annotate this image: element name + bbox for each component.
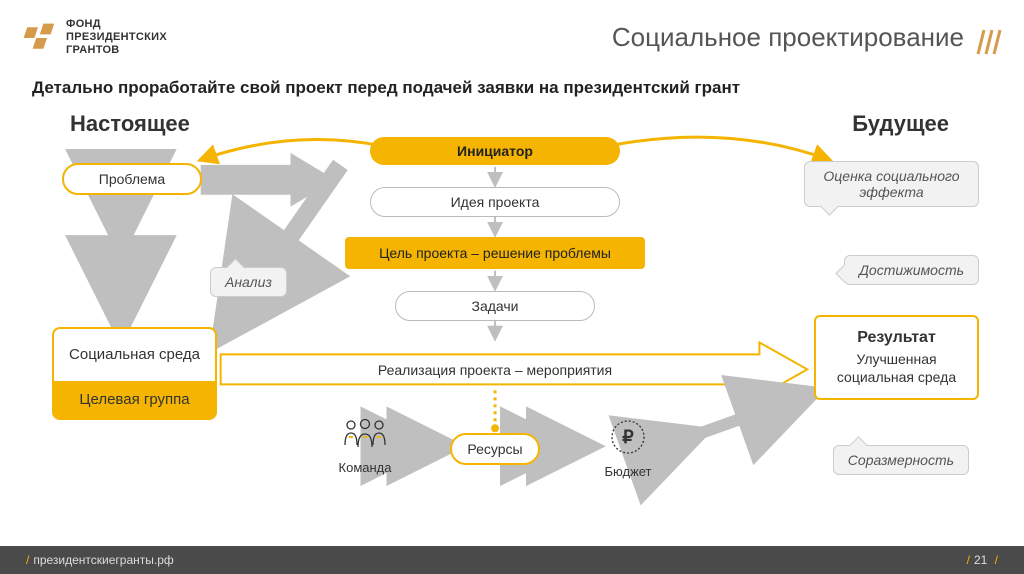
subtitle: Детально проработайте свой проект перед … <box>32 78 740 98</box>
page-title: Социальное проектирование <box>612 22 964 53</box>
footer-url: президентскиегранты.рф <box>33 553 173 567</box>
ruble-icon: ₽ <box>607 417 649 457</box>
node-tasks: Задачи <box>395 291 595 321</box>
brand-logo: ФОНД ПРЕЗИДЕНТСКИХ ГРАНТОВ <box>20 18 167 58</box>
callout-effect: Оценка социального эффекта <box>804 161 979 207</box>
node-resources: Ресурсы <box>450 433 540 465</box>
node-initiator: Инициатор <box>370 137 620 165</box>
node-goal: Цель проекта – решение проблемы <box>345 237 645 269</box>
node-problem: Проблема <box>62 163 202 195</box>
footer-left: /президентскиегранты.рф <box>22 553 174 567</box>
col-left-heading: Настоящее <box>70 111 190 137</box>
diagram-canvas: Настоящее Будущее Проблема Социальная ср… <box>0 105 1024 544</box>
callout-reach: Достижимость <box>844 255 979 285</box>
footer: /президентскиегранты.рф /21 / <box>0 546 1024 574</box>
result-subtitle: Улучшенная социальная среда <box>834 351 959 386</box>
footer-page: 21 <box>974 553 987 567</box>
node-idea: Идея проекта <box>370 187 620 217</box>
social-top: Социальная среда <box>54 329 215 381</box>
team-icon <box>337 417 393 453</box>
budget-icon-group: ₽ Бюджет <box>598 417 658 479</box>
result-title: Результат <box>834 329 959 347</box>
callout-proportion: Соразмерность <box>833 445 969 475</box>
node-implementation: Реализация проекта – мероприятия <box>330 355 660 385</box>
brand-line1: ФОНД <box>66 18 167 31</box>
budget-label: Бюджет <box>598 464 658 479</box>
col-right-heading: Будущее <box>852 111 949 137</box>
social-box: Социальная среда Целевая группа <box>52 327 217 420</box>
svg-text:₽: ₽ <box>622 427 634 447</box>
callout-analysis: Анализ <box>210 267 287 297</box>
brand-line2: ПРЕЗИДЕНТСКИХ <box>66 31 167 44</box>
team-label: Команда <box>330 460 400 475</box>
logo-icon <box>20 20 56 56</box>
result-box: Результат Улучшенная социальная среда <box>814 315 979 400</box>
title-decor-icon <box>976 28 1006 56</box>
brand-line3: ГРАНТОВ <box>66 44 167 57</box>
social-bottom: Целевая группа <box>54 381 215 418</box>
team-icon-group: Команда <box>330 417 400 475</box>
footer-right: /21 / <box>963 553 1002 567</box>
